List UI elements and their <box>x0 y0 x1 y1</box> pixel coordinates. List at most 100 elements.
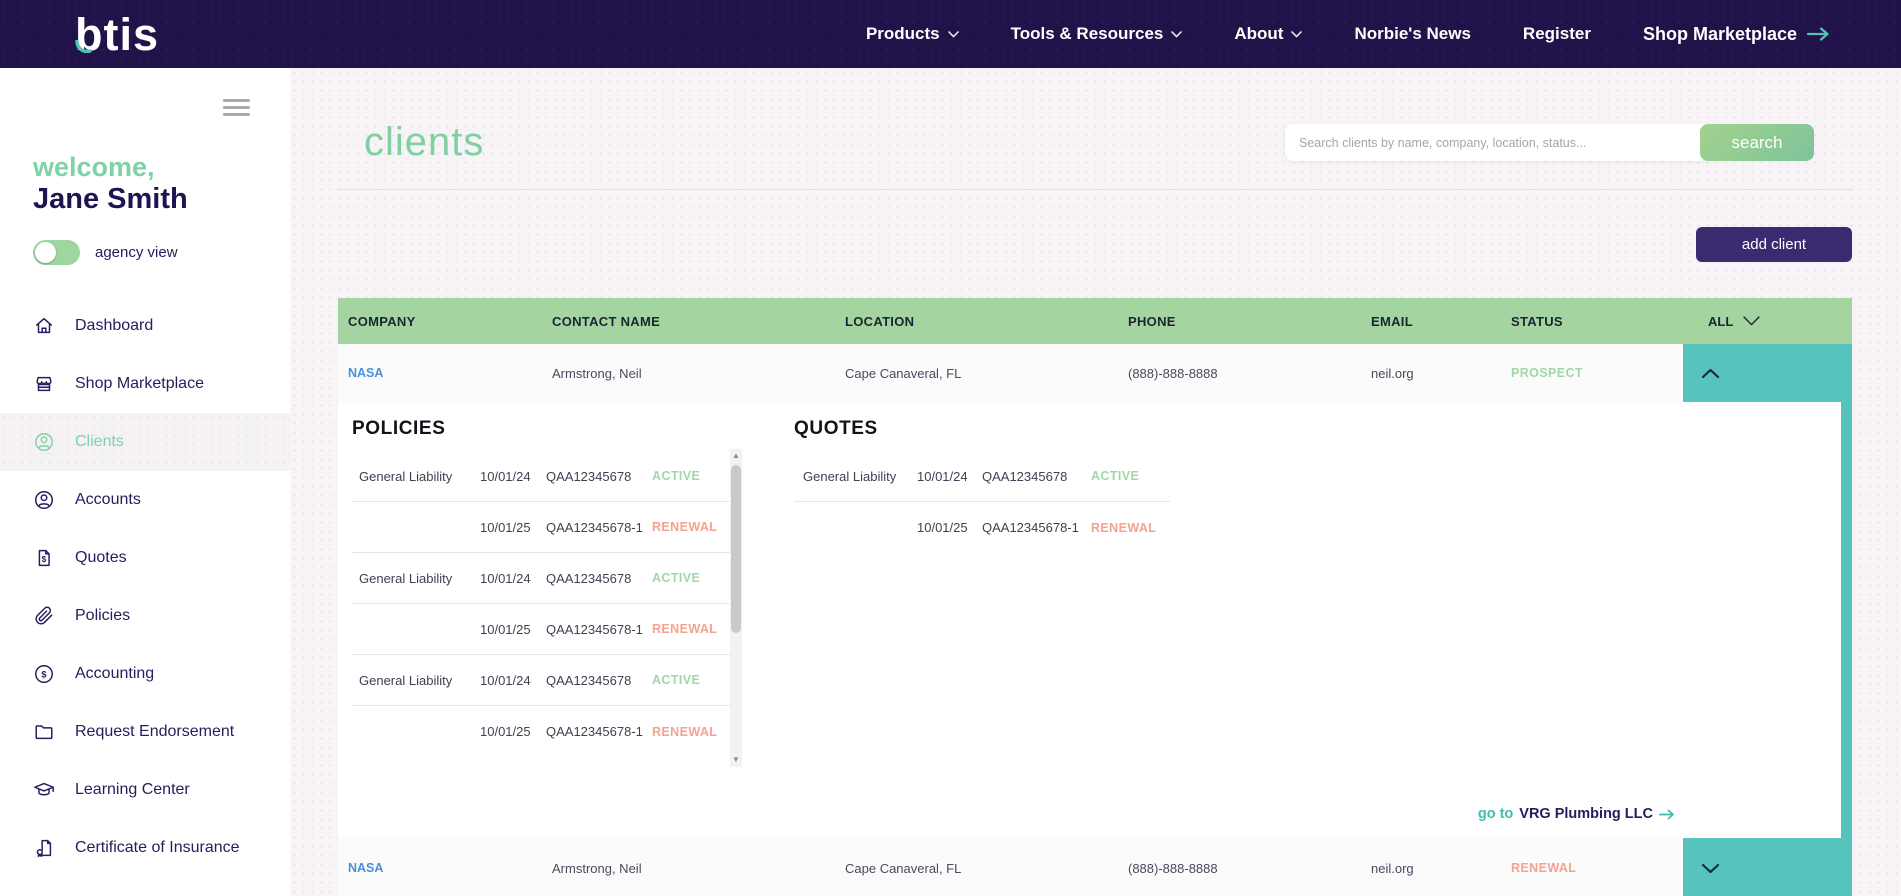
nav-norbies-news-label: Norbie's News <box>1354 24 1471 43</box>
column-header-phone: PHONE <box>1128 313 1176 329</box>
chevron-down-icon <box>1171 30 1183 37</box>
nav-shop-marketplace-cta[interactable]: Shop Marketplace <box>1643 24 1830 45</box>
arrow-right-icon <box>1659 809 1674 819</box>
table-row[interactable]: NASA Armstrong, Neil Cape Canaveral, FL … <box>338 838 1852 896</box>
chevron-down-icon <box>947 30 959 37</box>
policy-number: QAA12345678-1 <box>546 724 643 739</box>
sidebar-item-dashboard[interactable]: Dashboard <box>0 297 290 355</box>
person-circle-icon <box>33 489 55 511</box>
quote-date: 10/01/25 <box>917 520 968 535</box>
nav-norbies-news[interactable]: Norbie's News <box>1354 24 1470 44</box>
table-row[interactable]: NASA Armstrong, Neil Cape Canaveral, FL … <box>338 344 1852 402</box>
chevron-up-icon <box>1701 368 1720 378</box>
collapse-row-button[interactable] <box>1683 344 1852 402</box>
policy-row: 10/01/25 QAA12345678-1 RENEWAL <box>352 706 730 757</box>
person-circle-icon <box>33 431 55 453</box>
quote-status: ACTIVE <box>1091 469 1140 483</box>
policy-date: 10/01/24 <box>480 672 531 688</box>
add-client-button[interactable]: add client <box>1696 227 1852 262</box>
policy-coverage: General Liability <box>359 570 453 586</box>
nav-tools-resources[interactable]: Tools & Resources <box>1011 24 1183 44</box>
scroll-up-icon[interactable]: ▲ <box>732 451 740 460</box>
sidebar-item-label: Learning Center <box>75 781 190 798</box>
status-filter-label: ALL <box>1708 313 1734 329</box>
chevron-down-icon <box>1743 316 1760 326</box>
nav-about[interactable]: About <box>1234 24 1303 44</box>
quote-coverage: General Liability <box>803 468 897 484</box>
sidebar-item-label: Accounting <box>75 665 155 682</box>
sidebar-item-accounting[interactable]: $ Accounting <box>0 645 290 703</box>
quote-status: RENEWAL <box>1091 520 1157 535</box>
nav-register-label: Register <box>1522 24 1591 43</box>
welcome-block: welcome, Jane Smith <box>33 152 290 216</box>
quotes-section: QUOTES General Liability 10/01/24 QAA123… <box>794 418 1170 553</box>
sidebar-item-label: Policies <box>75 607 131 624</box>
client-contact-name: Armstrong, Neil <box>552 365 642 381</box>
client-status-badge: RENEWAL <box>1511 861 1577 875</box>
scrollbar-thumb[interactable] <box>731 465 741 633</box>
policies-scrollbar[interactable]: ▲ ▼ <box>730 449 742 767</box>
agency-view-toggle-row: agency view <box>33 240 290 265</box>
graduation-cap-icon <box>33 779 55 801</box>
client-location: Cape Canaveral, FL <box>845 365 962 381</box>
policy-status: ACTIVE <box>652 673 701 687</box>
btis-logo[interactable]: btis <box>75 12 159 57</box>
svg-text:$: $ <box>41 669 46 679</box>
client-company-link[interactable]: NASA <box>348 366 384 380</box>
quote-number: QAA12345678-1 <box>982 520 1079 535</box>
sidebar-item-clients[interactable]: Clients <box>0 413 290 471</box>
sidebar-item-label: Certificate of Insurance <box>75 839 240 856</box>
policy-number: QAA12345678-1 <box>546 519 643 535</box>
client-phone: (888)-888-8888 <box>1128 860 1218 876</box>
nav-about-label: About <box>1234 24 1284 43</box>
nav-register[interactable]: Register <box>1523 24 1591 44</box>
policy-number: QAA12345678 <box>546 468 632 484</box>
top-navbar: btis Products Tools & Resources About No… <box>0 0 1901 68</box>
hamburger-menu-icon[interactable] <box>223 99 250 120</box>
search-button[interactable]: search <box>1700 124 1814 161</box>
client-company-link[interactable]: NASA <box>348 861 384 875</box>
sidebar-item-label: Dashboard <box>75 317 154 334</box>
client-email: neil.org <box>1371 860 1414 876</box>
svg-text:$: $ <box>42 555 47 564</box>
go-to-client-link[interactable]: go to VRG Plumbing LLC <box>1478 806 1675 822</box>
policy-date: 10/01/25 <box>480 621 531 637</box>
sidebar-item-shop-marketplace[interactable]: Shop Marketplace <box>0 355 290 413</box>
sidebar-item-certificate-of-insurance[interactable]: Certificate of Insurance <box>0 819 290 877</box>
header-divider <box>338 189 1852 190</box>
sidebar-item-policies[interactable]: Policies <box>0 587 290 645</box>
quote-number: QAA12345678 <box>982 468 1068 484</box>
toggle-knob <box>35 242 56 263</box>
sidebar-item-quotes[interactable]: $ Quotes <box>0 529 290 587</box>
user-name: Jane Smith <box>33 183 188 215</box>
scroll-down-icon[interactable]: ▼ <box>732 755 740 764</box>
sidebar-item-request-endorsement[interactable]: Request Endorsement <box>0 703 290 761</box>
policy-date: 10/01/24 <box>480 468 531 484</box>
sidebar-item-accounts[interactable]: Accounts <box>0 471 290 529</box>
policy-date: 10/01/25 <box>480 519 531 535</box>
home-icon <box>33 315 55 337</box>
expand-row-button[interactable] <box>1683 838 1852 896</box>
policy-status: RENEWAL <box>652 724 718 739</box>
nav-products[interactable]: Products <box>866 24 959 44</box>
policy-status: RENEWAL <box>652 520 718 534</box>
detail-panel-edge <box>1841 402 1852 838</box>
policy-number: QAA12345678 <box>546 570 632 586</box>
policy-status: ACTIVE <box>652 469 701 483</box>
search-input[interactable] <box>1285 124 1708 161</box>
column-header-company: COMPANY <box>348 313 416 329</box>
btis-logo-text: btis <box>75 8 160 60</box>
policy-number: QAA12345678-1 <box>546 621 643 637</box>
sidebar: welcome, Jane Smith agency view Dashboar… <box>0 68 290 896</box>
column-header-location: LOCATION <box>845 313 915 329</box>
sidebar-item-learning-center[interactable]: Learning Center <box>0 761 290 819</box>
agency-view-toggle[interactable] <box>33 240 80 265</box>
clients-table: COMPANY CONTACT NAME LOCATION PHONE EMAI… <box>338 298 1852 896</box>
client-location: Cape Canaveral, FL <box>845 860 962 876</box>
nav-shop-marketplace-label: Shop Marketplace <box>1642 23 1797 44</box>
column-header-email: EMAIL <box>1371 313 1413 329</box>
quote-date: 10/01/24 <box>917 468 968 484</box>
status-filter-dropdown[interactable]: ALL <box>1708 314 1760 329</box>
policy-number: QAA12345678 <box>546 672 632 688</box>
